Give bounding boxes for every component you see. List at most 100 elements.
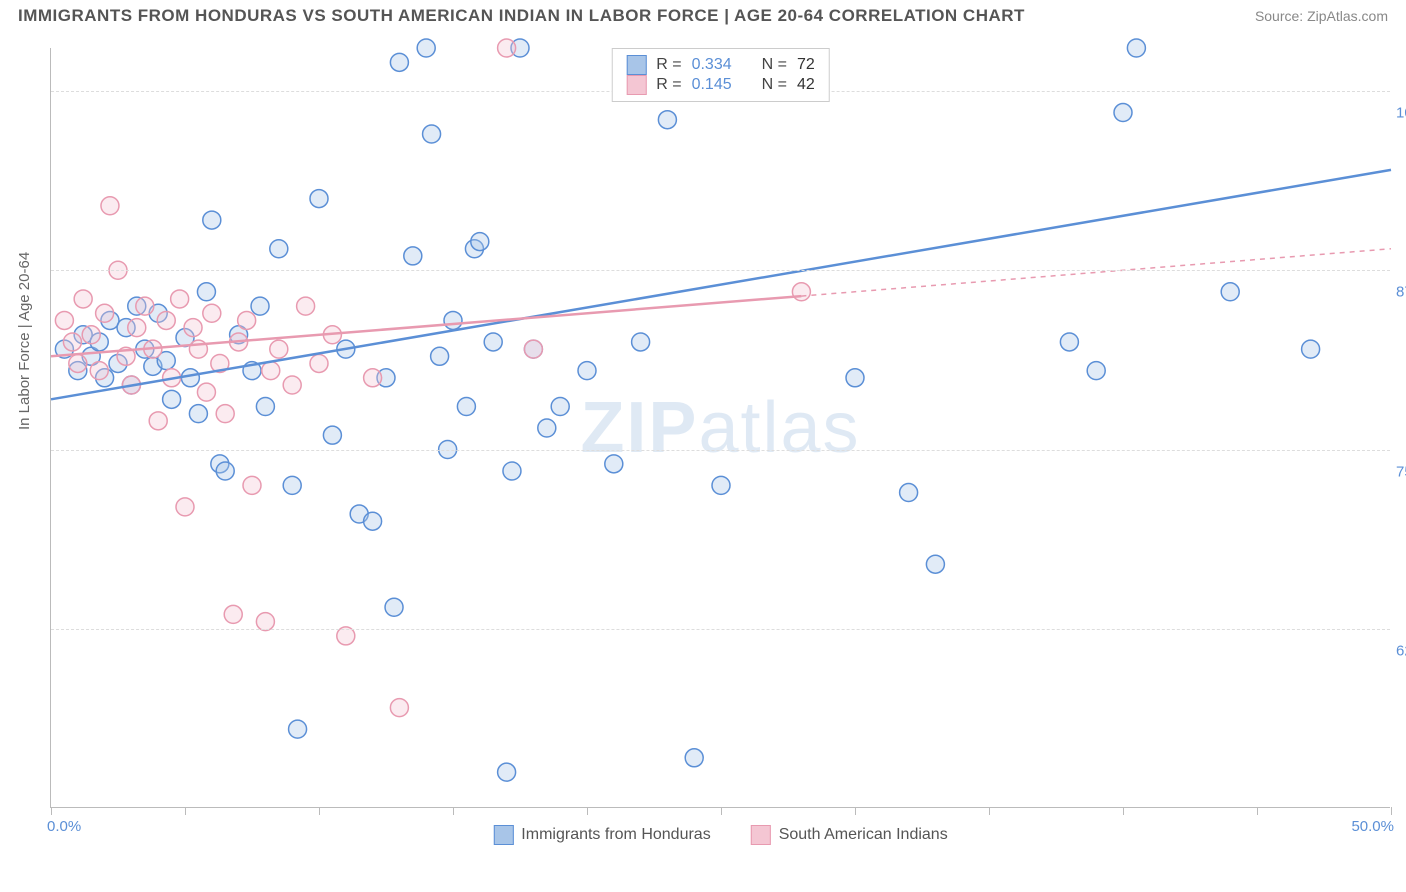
x-tick <box>185 807 186 815</box>
title-bar: IMMIGRANTS FROM HONDURAS VS SOUTH AMERIC… <box>0 0 1406 30</box>
scatter-point <box>524 340 542 358</box>
legend-n-label: N = <box>762 56 787 74</box>
scatter-point <box>101 197 119 215</box>
scatter-point <box>283 476 301 494</box>
scatter-point <box>364 512 382 530</box>
series-legend-label: South American Indians <box>779 826 948 844</box>
scatter-point <box>551 397 569 415</box>
scatter-point <box>658 111 676 129</box>
scatter-point <box>310 354 328 372</box>
scatter-point <box>846 369 864 387</box>
scatter-point <box>157 311 175 329</box>
scatter-point <box>390 53 408 71</box>
scatter-point <box>578 362 596 380</box>
gridline-h <box>51 270 1390 271</box>
scatter-point <box>203 211 221 229</box>
scatter-svg <box>51 48 1390 807</box>
scatter-point <box>484 333 502 351</box>
scatter-point <box>197 383 215 401</box>
scatter-point <box>176 498 194 516</box>
scatter-point <box>283 376 301 394</box>
legend-r-label: R = <box>656 76 681 94</box>
x-tick <box>51 807 52 815</box>
scatter-point <box>256 397 274 415</box>
series-legend-item: Immigrants from Honduras <box>493 825 710 845</box>
x-tick <box>1257 807 1258 815</box>
x-tick <box>319 807 320 815</box>
scatter-point <box>457 397 475 415</box>
scatter-point <box>96 304 114 322</box>
series-legend-item: South American Indians <box>751 825 948 845</box>
scatter-point <box>289 720 307 738</box>
scatter-point <box>136 297 154 315</box>
x-axis-start-label: 0.0% <box>47 818 81 835</box>
legend-n-value: 72 <box>797 56 815 74</box>
scatter-point <box>404 247 422 265</box>
scatter-point <box>270 340 288 358</box>
scatter-point <box>364 369 382 387</box>
scatter-point <box>685 749 703 767</box>
scatter-point <box>69 354 87 372</box>
legend-r-value: 0.334 <box>692 56 732 74</box>
scatter-point <box>423 125 441 143</box>
scatter-point <box>471 233 489 251</box>
scatter-point <box>181 369 199 387</box>
gridline-h <box>51 450 1390 451</box>
legend-swatch <box>493 825 513 845</box>
scatter-point <box>431 347 449 365</box>
legend-n-label: N = <box>762 76 787 94</box>
scatter-point <box>503 462 521 480</box>
scatter-point <box>238 311 256 329</box>
scatter-point <box>1221 283 1239 301</box>
scatter-point <box>55 311 73 329</box>
scatter-point <box>216 405 234 423</box>
scatter-point <box>128 319 146 337</box>
legend-n-value: 42 <box>797 76 815 94</box>
scatter-point <box>184 319 202 337</box>
scatter-point <box>197 283 215 301</box>
scatter-point <box>171 290 189 308</box>
scatter-point <box>1114 104 1132 122</box>
scatter-point <box>900 484 918 502</box>
chart-title: IMMIGRANTS FROM HONDURAS VS SOUTH AMERIC… <box>18 6 1025 26</box>
scatter-point <box>498 39 516 57</box>
scatter-point <box>90 362 108 380</box>
scatter-point <box>149 412 167 430</box>
scatter-point <box>203 304 221 322</box>
scatter-point <box>251 297 269 315</box>
scatter-point <box>189 405 207 423</box>
scatter-point <box>297 297 315 315</box>
legend-row: R =0.145N =42 <box>626 75 815 95</box>
scatter-point <box>262 362 280 380</box>
scatter-point <box>632 333 650 351</box>
x-axis-end-label: 50.0% <box>1351 818 1394 835</box>
chart-plot-area: ZIPatlas R =0.334N =72R =0.145N =42 Immi… <box>50 48 1390 808</box>
legend-swatch <box>751 825 771 845</box>
scatter-point <box>538 419 556 437</box>
y-axis-title: In Labor Force | Age 20-64 <box>16 252 33 430</box>
scatter-point <box>82 326 100 344</box>
scatter-point <box>63 333 81 351</box>
legend-r-label: R = <box>656 56 681 74</box>
series-legend: Immigrants from Honduras South American I… <box>493 825 947 845</box>
x-tick <box>587 807 588 815</box>
scatter-point <box>243 476 261 494</box>
y-tick-label: 87.5% <box>1396 284 1406 301</box>
legend-row: R = 0.334 N = 72 <box>626 55 815 75</box>
legend-swatch <box>626 75 646 95</box>
scatter-point <box>605 455 623 473</box>
scatter-point <box>216 462 234 480</box>
scatter-point <box>310 190 328 208</box>
x-tick <box>1391 807 1392 815</box>
scatter-point <box>74 290 92 308</box>
source-attribution: Source: ZipAtlas.com <box>1255 8 1388 24</box>
scatter-point <box>498 763 516 781</box>
scatter-point <box>1302 340 1320 358</box>
x-tick <box>989 807 990 815</box>
scatter-point <box>926 555 944 573</box>
scatter-point <box>163 390 181 408</box>
x-tick <box>453 807 454 815</box>
y-tick-label: 75.0% <box>1396 463 1406 480</box>
scatter-point <box>417 39 435 57</box>
x-tick <box>1123 807 1124 815</box>
